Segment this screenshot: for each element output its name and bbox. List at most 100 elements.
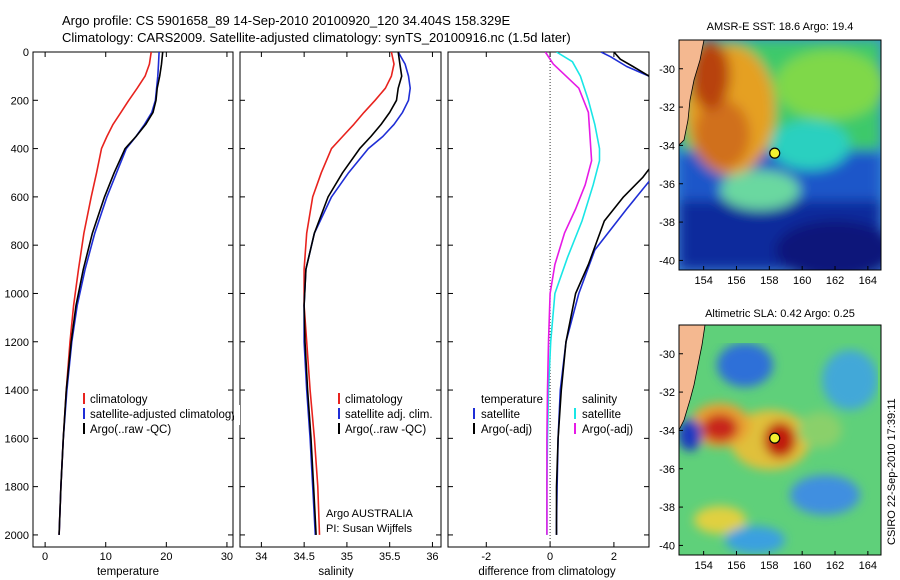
y-tick-label: 1800 [5,482,29,494]
series-line-argo-raw-qc- [303,52,403,535]
y-tick-label: 200 [11,95,29,107]
map-x-tick-label: 156 [727,560,745,572]
temperature-axis-ticks: 0 10 20 30 0 200 400 600 800 1000 1200 1400 1600 1800… [5,47,234,563]
argo-float-marker [769,432,781,444]
sst-green-north [775,50,881,120]
sst-coastline-land [679,40,705,146]
series-line-climatology [58,52,152,535]
pi-credit: PI: Susan Wijffels [326,523,412,535]
map-y-tick-label: -38 [659,217,675,229]
salinity-axis-label: salinity [318,566,353,578]
sla-map-title: Altimetric SLA: 0.42 Argo: 0.25 [705,308,855,320]
x-tick-label: 20 [160,551,172,563]
temperature-axis-label: temperature [97,566,159,578]
map-y-tick-label: -34 [659,140,675,152]
x-tick-label: 35 [341,551,353,563]
map-x-tick-label: 164 [859,275,877,287]
salinity-panel-frame [239,51,442,548]
x-tick-label: -2 [481,551,491,563]
map-y-tick-label: -34 [659,425,675,437]
series-line-argo-raw-qc- [58,52,164,535]
y-tick-label: 2000 [5,530,29,542]
x-tick-label: 36 [426,551,438,563]
sst-map-frame [678,39,882,271]
y-tick-label: 1200 [5,337,29,349]
map-y-tick-label: -36 [659,179,675,191]
salinity-axis-ticks: 34 34.5 35 35.5 36 [240,51,441,563]
legend-label-argo: Argo(..raw -QC) [345,424,426,436]
sst-mixed-patch [720,170,800,210]
difference-axis-ticks: -2 0 2 [448,51,649,563]
y-tick-label: 0 [23,47,29,59]
sst-hot-core [694,100,750,170]
y-tick-label: 1000 [5,288,29,300]
temperature-panel-frame [32,51,234,548]
map-y-tick-label: -40 [659,540,675,552]
sst-map-field [679,40,881,270]
x-tick-label: 10 [100,551,112,563]
difference-legend: temperature satellite Argo(-adj) salinit… [473,394,633,436]
difference-series [544,52,649,535]
legend-label-temperature-argo: Argo(-adj) [481,424,532,436]
sst-map-title: AMSR-E SST: 18.6 Argo: 19.4 [707,21,854,33]
sst-deep-cold [775,220,881,270]
salinity-legend: climatology satellite adj. clim. Argo(..… [338,393,433,436]
map-x-tick-label: 158 [760,560,778,572]
map-y-tick-label: -30 [659,64,675,76]
map-x-tick-label: 156 [727,275,745,287]
map-y-tick-label: -30 [659,349,675,361]
map-x-tick-label: 160 [793,275,811,287]
program-credit: Argo AUSTRALIA [326,508,413,520]
map-x-tick-label: 154 [694,560,712,572]
sst-cyan-patch [770,120,850,170]
sla-red-eddy-west [702,414,738,442]
map-x-tick-label: 154 [694,275,712,287]
legend-label-argo: Argo(..raw -QC) [90,424,171,436]
x-tick-label: 2 [611,551,617,563]
y-tick-label: 400 [11,144,29,156]
sla-map-field [679,325,881,555]
map-y-tick-label: -38 [659,502,675,514]
salinity-series [303,52,412,535]
sla-lightgreen-east [798,412,842,448]
series-line-salinity-argo-adj- [544,52,593,535]
x-tick-label: 34 [255,551,267,563]
map-y-tick-label: -40 [659,255,675,267]
legend-heading-temperature: temperature [481,394,543,406]
difference-panel-frame [447,51,650,548]
y-tick-label: 600 [11,192,29,204]
sla-blue-south [790,475,860,515]
sla-map-ticks: 154 156 158 160 162 164 -30 -32 -34 -36 -38 -40 [659,349,877,572]
legend-label-salinity-argo: Argo(-adj) [582,424,633,436]
legend-label-satellite: satellite adj. clim. [345,409,433,421]
legend-overflow-mask [234,405,240,425]
sla-yellow-south [694,506,746,534]
x-tick-label: 35.5 [379,551,400,563]
csiro-timestamp: CSIRO 22-Sep-2010 17:39:11 [886,398,898,545]
map-x-tick-label: 162 [826,560,844,572]
sla-map-frame [678,324,882,556]
figure-title-line1: Argo profile: CS 5901658_89 14-Sep-2010 … [62,13,510,28]
map-x-tick-label: 160 [793,560,811,572]
map-x-tick-label: 164 [859,560,877,572]
sla-blue-eddy-coast [679,419,702,451]
legend-label-climatology: climatology [90,394,148,406]
legend-heading-salinity: salinity [582,394,617,406]
legend-label-climatology: climatology [345,394,403,406]
series-line-temperature-satellite [555,52,649,535]
series-line-satellite-adjusted-climatology [58,52,160,535]
y-tick-label: 1400 [5,385,29,397]
x-tick-label: 0 [547,551,553,563]
x-tick-label: 34.5 [293,551,314,563]
legend-label-satellite: satellite-adjusted climatology [90,409,237,421]
map-y-tick-label: -36 [659,464,675,476]
sla-coastline-land [679,325,706,431]
sla-cyan-northeast [822,350,878,410]
difference-axis-label: difference from climatology [478,566,615,578]
sla-blue-eddy-north [717,343,773,387]
series-line-salinity-satellite [546,52,601,535]
y-tick-label: 800 [11,240,29,252]
temperature-series [58,52,164,535]
series-line-climatology [303,52,395,535]
